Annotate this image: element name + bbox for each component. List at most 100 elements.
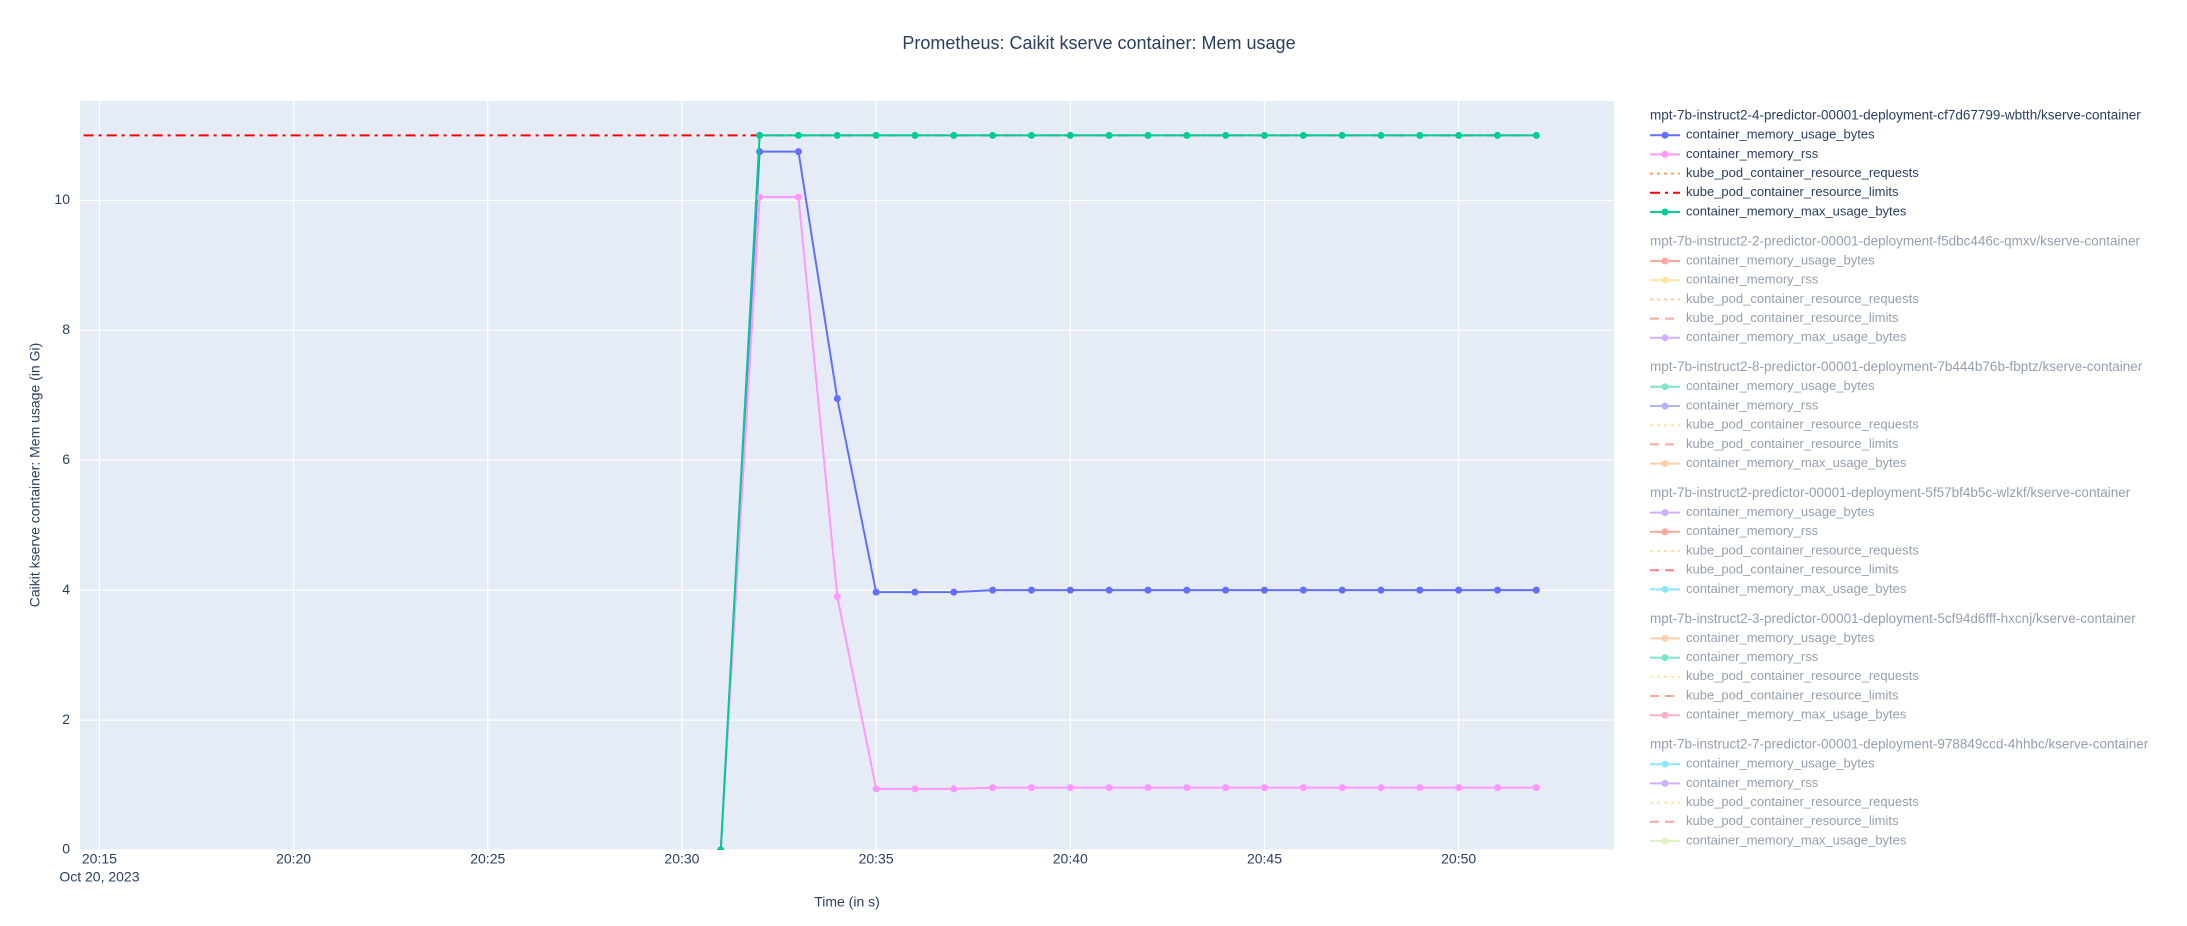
legend-label: kube_pod_container_resource_limits: [1686, 436, 1899, 451]
data-point: [1455, 586, 1463, 594]
data-point: [1222, 131, 1230, 139]
data-point: [1377, 586, 1385, 594]
legend-group-title: mpt-7b-instruct2-8-predictor-00001-deplo…: [1650, 359, 2143, 374]
series-line: [719, 196, 1537, 850]
data-point: [1416, 586, 1424, 594]
x-tick-label: 20:50: [1441, 851, 1476, 867]
data-point: [911, 588, 919, 596]
data-point: [1377, 131, 1385, 139]
data-point: [756, 131, 764, 139]
data-point: [794, 148, 802, 156]
data-point: [1105, 131, 1113, 139]
y-tick-label: 4: [62, 581, 70, 597]
legend-label: container_memory_max_usage_bytes: [1686, 832, 1907, 847]
legend-item[interactable]: kube_pod_container_resource_requests: [1650, 165, 1919, 180]
legend-group: mpt-7b-instruct2-predictor-00001-deploym…: [1650, 485, 2131, 596]
legend-item[interactable]: kube_pod_container_resource_requests: [1650, 417, 1919, 432]
legend-item[interactable]: container_memory_usage_bytes: [1650, 252, 1875, 267]
data-point: [1299, 131, 1307, 139]
data-point: [794, 131, 802, 139]
legend-item[interactable]: container_memory_usage_bytes: [1650, 756, 1875, 771]
legend-item[interactable]: kube_pod_container_resource_requests: [1650, 542, 1919, 557]
legend-item[interactable]: container_memory_rss: [1650, 272, 1819, 287]
x-tick-label: 20:20: [276, 851, 311, 867]
legend-item[interactable]: kube_pod_container_resource_limits: [1650, 562, 1899, 577]
legend-item[interactable]: container_memory_max_usage_bytes: [1650, 581, 1907, 596]
data-point: [911, 131, 919, 139]
legend-label: kube_pod_container_resource_requests: [1686, 542, 1919, 557]
data-point: [989, 131, 997, 139]
legend-label: kube_pod_container_resource_limits: [1686, 562, 1899, 577]
data-point: [872, 588, 880, 596]
legend-item[interactable]: container_memory_usage_bytes: [1650, 378, 1875, 393]
legend-item[interactable]: kube_pod_container_resource_limits: [1650, 184, 1899, 199]
legend-label: kube_pod_container_resource_requests: [1686, 417, 1919, 432]
legend-group: mpt-7b-instruct2-4-predictor-00001-deplo…: [1650, 108, 2141, 218]
plot-background: [80, 101, 1614, 850]
legend-label: container_memory_max_usage_bytes: [1686, 581, 1907, 596]
data-point: [1532, 131, 1540, 139]
legend-marker: [1661, 460, 1669, 468]
data-point: [989, 784, 997, 792]
legend-label: kube_pod_container_resource_requests: [1686, 165, 1919, 180]
grid: 20:15 Oct 20, 2023 20:20 20:25 20:30 20:35 20:…: [54, 101, 1614, 885]
legend-marker: [1661, 509, 1669, 517]
legend-item[interactable]: container_memory_rss: [1650, 397, 1819, 412]
legend-group: mpt-7b-instruct2-3-predictor-00001-deplo…: [1650, 611, 2136, 722]
data-point: [1455, 131, 1463, 139]
legend-item[interactable]: container_memory_max_usage_bytes: [1650, 203, 1907, 218]
data-point: [950, 131, 958, 139]
legend-item[interactable]: kube_pod_container_resource_requests: [1650, 668, 1919, 683]
legend-item[interactable]: container_memory_usage_bytes: [1650, 630, 1875, 645]
legend-item[interactable]: container_memory_usage_bytes: [1650, 504, 1875, 519]
y-tick-label: 6: [62, 451, 70, 467]
series-line: [719, 150, 1537, 850]
legend-label: container_memory_rss: [1686, 775, 1819, 790]
data-point: [1144, 131, 1152, 139]
legend-item[interactable]: kube_pod_container_resource_limits: [1650, 813, 1899, 828]
x-tick-label: 20:25: [470, 851, 505, 867]
chart-title: Prometheus: Caikit kserve container: Mem…: [902, 33, 1295, 53]
legend-item[interactable]: kube_pod_container_resource_limits: [1650, 436, 1899, 451]
data-point: [794, 193, 802, 201]
legend-item[interactable]: kube_pod_container_resource_requests: [1650, 291, 1919, 306]
data-point: [1183, 131, 1191, 139]
legend-label: container_memory_rss: [1686, 523, 1819, 538]
data-point: [950, 785, 958, 793]
y-tick-label: 10: [54, 191, 70, 207]
legend-marker: [1661, 383, 1669, 391]
data-point: [717, 846, 725, 850]
legend-label: kube_pod_container_resource_limits: [1686, 310, 1899, 325]
data-point: [756, 193, 764, 201]
legend-item[interactable]: container_memory_max_usage_bytes: [1650, 707, 1907, 722]
legend-item[interactable]: kube_pod_container_resource_requests: [1650, 794, 1919, 809]
x-tick-label: 20:30: [664, 851, 699, 867]
data-point: [1222, 784, 1230, 792]
legend-item[interactable]: container_memory_rss: [1650, 649, 1819, 664]
data-point: [1493, 131, 1501, 139]
data-point: [1455, 784, 1463, 792]
legend-group-title: mpt-7b-instruct2-2-predictor-00001-deplo…: [1650, 233, 2140, 248]
legend-item[interactable]: container_memory_max_usage_bytes: [1650, 832, 1907, 847]
legend-item[interactable]: container_memory_rss: [1650, 523, 1819, 538]
data-point: [1027, 784, 1035, 792]
legend-marker: [1661, 334, 1669, 342]
data-point: [1493, 784, 1501, 792]
legend-item[interactable]: container_memory_rss: [1650, 775, 1819, 790]
data-point: [1299, 784, 1307, 792]
legend-item[interactable]: kube_pod_container_resource_limits: [1650, 310, 1899, 325]
y-tick-label: 8: [62, 321, 70, 337]
legend-marker: [1661, 779, 1669, 787]
legend-marker: [1661, 402, 1669, 410]
data-point: [1105, 586, 1113, 594]
legend-item[interactable]: kube_pod_container_resource_limits: [1650, 687, 1899, 702]
legend-item[interactable]: container_memory_max_usage_bytes: [1650, 455, 1907, 470]
legend-item[interactable]: container_memory_max_usage_bytes: [1650, 329, 1907, 344]
data-point: [1222, 586, 1230, 594]
data-point: [1338, 784, 1346, 792]
legend-item[interactable]: container_memory_rss: [1650, 146, 1819, 161]
legend-item[interactable]: container_memory_usage_bytes: [1650, 127, 1875, 142]
y-tick-label: 2: [62, 711, 70, 727]
x-tick-label: 20:15: [82, 851, 117, 867]
legend-marker: [1661, 654, 1669, 662]
